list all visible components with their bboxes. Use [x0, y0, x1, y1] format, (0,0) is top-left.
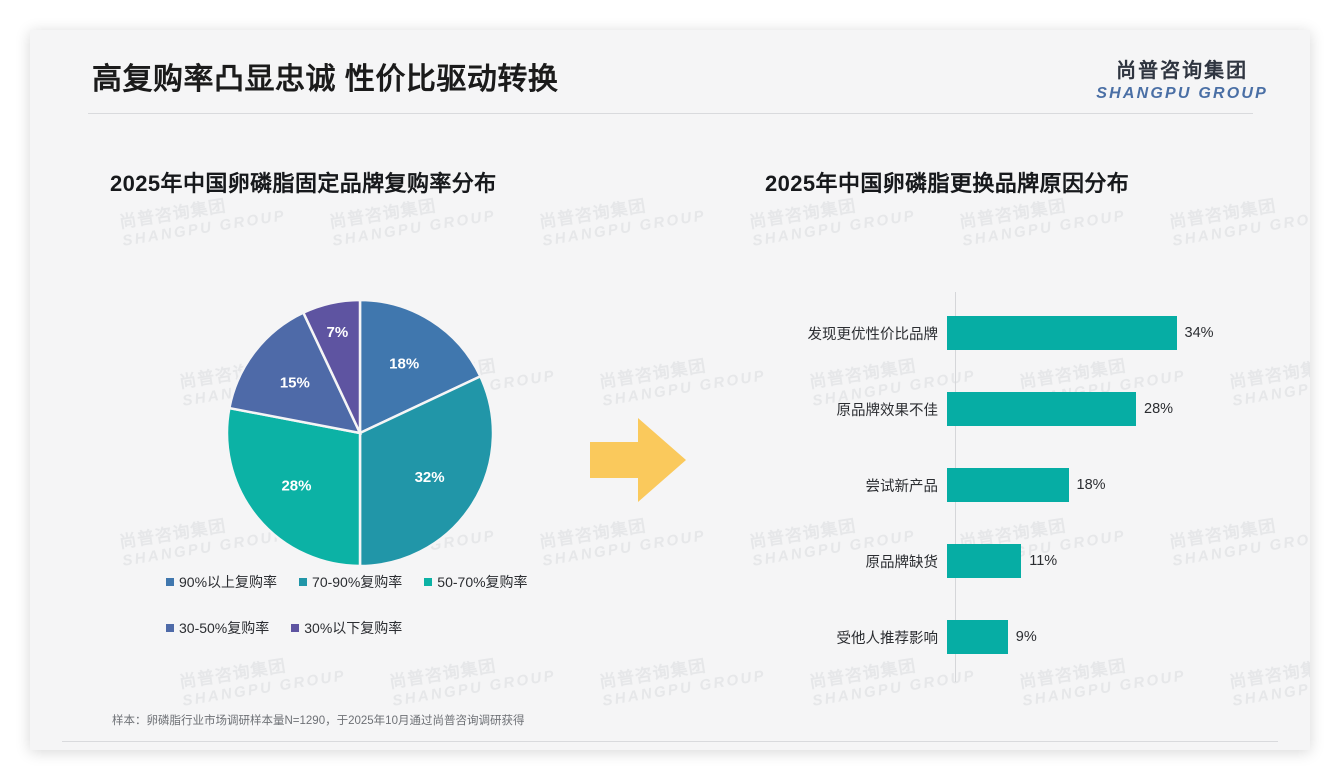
legend-swatch-icon: [299, 578, 308, 586]
bar-value-label: 28%: [1144, 401, 1174, 417]
bar-value-label: 34%: [1184, 325, 1214, 341]
legend-item-label: 90%以上复购率: [179, 574, 278, 590]
arrow-right-icon: [590, 418, 686, 507]
bar-category-label: 原品牌效果不佳: [836, 402, 939, 419]
legend-item[interactable]: 70-90%复购率: [299, 572, 402, 592]
repurchase-rate-pie-chart: 18% 32% 28% 15% 7%: [225, 298, 495, 568]
bar-track: 34%: [947, 316, 1285, 350]
arrow-right-shape: [590, 418, 686, 502]
legend-item-label: 50-70%复购率: [437, 574, 528, 590]
bar-track: 28%: [947, 392, 1285, 426]
legend-item-label: 30%以下复购率: [304, 620, 403, 636]
legend-item[interactable]: 90%以上复购率: [166, 572, 277, 592]
brand-logo-en: SHANGPU GROUP: [1096, 85, 1268, 102]
bar-row[interactable]: 原品牌效果不佳 28%: [765, 392, 1285, 426]
header-divider: [88, 113, 1253, 114]
pie-label-group: 18% 32% 28% 15% 7%: [280, 324, 445, 495]
brand-logo-cn: 尚普咨询集团: [1116, 60, 1249, 82]
legend-item[interactable]: 30%以下复购率: [291, 618, 402, 638]
bar-category-label: 原品牌缺货: [865, 554, 939, 571]
arrow-right-svg: [590, 418, 686, 502]
bar-fill[interactable]: [947, 316, 1177, 350]
pie-legend: 90%以上复购率 70-90%复购率 50-70%复购率 30-50%复购率 30%以下…: [166, 572, 596, 638]
bar-category-label: 受他人推荐影响: [836, 630, 939, 647]
bar-row[interactable]: 原品牌缺货 11%: [765, 544, 1285, 578]
bar-category-label: 尝试新产品: [865, 478, 939, 495]
page-title: 高复购率凸显忠诚 性价比驱动转换: [92, 63, 559, 96]
pie-slice-label: 18%: [389, 355, 419, 372]
pie-svg: 18% 32% 28% 15% 7%: [225, 298, 495, 568]
footer-divider: [62, 741, 1278, 742]
pie-slice-label: 7%: [327, 324, 349, 341]
bar-fill[interactable]: [947, 392, 1136, 426]
legend-item[interactable]: 30-50%复购率: [166, 618, 269, 638]
pie-slice[interactable]: [301, 298, 362, 434]
bar-value-label: 9%: [1015, 629, 1037, 645]
pie-slice[interactable]: [225, 406, 362, 568]
right-chart-title: 2025年中国卵磷脂更换品牌原因分布: [765, 171, 1130, 196]
legend-swatch-icon: [424, 578, 433, 586]
source-note: 样本：卵磷脂行业市场调研样本量N=1290，于2025年10月通过尚普咨询调研获…: [112, 715, 525, 727]
bar-value-label: 18%: [1076, 477, 1106, 493]
pie-slice[interactable]: [227, 310, 363, 435]
legend-swatch-icon: [166, 624, 174, 632]
legend-item[interactable]: 50-70%复购率: [424, 572, 528, 592]
bar-row[interactable]: 受他人推荐影响 9%: [765, 620, 1285, 654]
pie-slice-label: 15%: [280, 374, 310, 391]
pie-slice-label: 32%: [415, 469, 445, 486]
left-chart-title: 2025年中国卵磷脂固定品牌复购率分布: [110, 171, 497, 196]
bar-row[interactable]: 发现更优性价比品牌 34%: [765, 316, 1285, 350]
pie-slice-label: 28%: [281, 478, 311, 495]
slide-canvas: 尚普咨询集团 SHANGPU GROUP 尚普咨询集团 SHANGPU GROUP 尚普…: [30, 30, 1310, 750]
legend-item-label: 70-90%复购率: [312, 574, 403, 590]
bar-track: 9%: [947, 620, 1285, 654]
bar-value-label: 11%: [1029, 553, 1058, 569]
bar-track: 18%: [947, 468, 1285, 502]
pie-slice[interactable]: [358, 374, 495, 568]
brand-logo: 尚普咨询集团 SHANGPU GROUP: [1096, 59, 1268, 104]
legend-item-label: 30-50%复购率: [179, 620, 270, 636]
bar-category-label: 发现更优性价比品牌: [807, 326, 939, 343]
legend-swatch-icon: [166, 578, 174, 586]
bar-track: 11%: [947, 544, 1285, 578]
slide-footer: ©2025.12 SHANGPU GROUP www.shangpu-china…: [30, 742, 1310, 750]
bar-fill[interactable]: [947, 544, 1022, 578]
switch-reason-bar-chart: 发现更优性价比品牌 34% 原品牌效果不佳 28% 尝试新产品 18% 原品牌缺货 11% 受他…: [765, 292, 1285, 682]
bar-fill[interactable]: [947, 620, 1008, 654]
bar-fill[interactable]: [947, 468, 1069, 502]
slide-header: 高复购率凸显忠诚 性价比驱动转换 尚普咨询集团 SHANGPU GROUP: [30, 30, 1310, 115]
bar-row[interactable]: 尝试新产品 18%: [765, 468, 1285, 502]
pie-slice-group: [225, 298, 495, 568]
legend-swatch-icon: [291, 624, 300, 632]
pie-slice[interactable]: [358, 298, 483, 435]
